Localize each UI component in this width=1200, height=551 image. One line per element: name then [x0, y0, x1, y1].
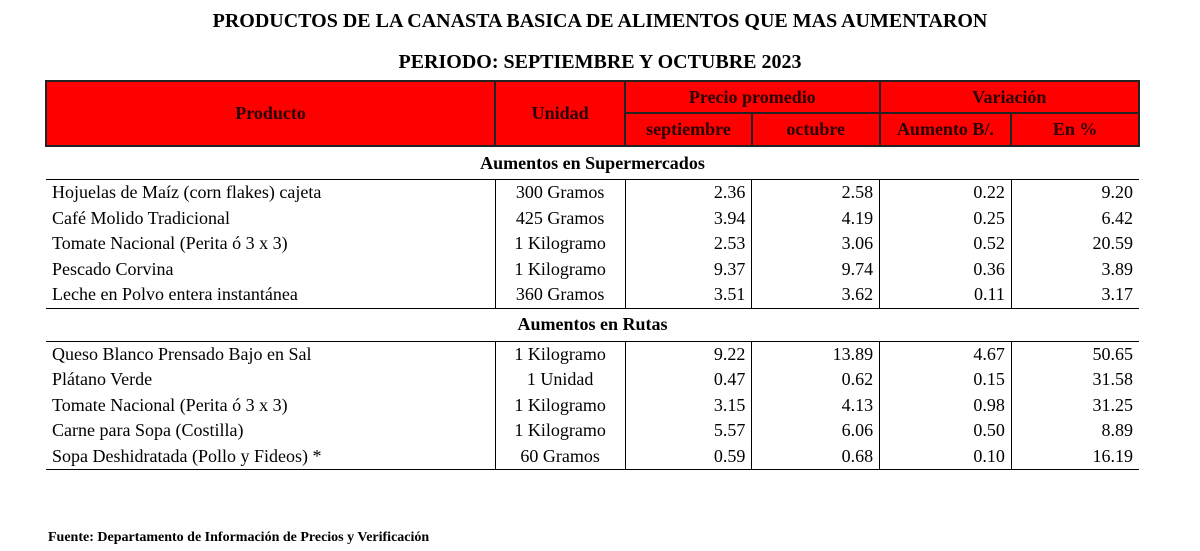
increase-amount-cell: 0.15 — [879, 367, 1012, 393]
unit-cell: 1 Kilogramo — [494, 418, 626, 444]
october-price-cell: 2.58 — [751, 179, 881, 206]
october-price-cell: 4.19 — [751, 205, 881, 231]
increase-percent-cell: 8.89 — [1010, 418, 1139, 444]
header-unidad: Unidad — [494, 80, 627, 147]
product-cell: Leche en Polvo entera instantánea — [46, 282, 496, 309]
product-cell: Hojuelas de Maíz (corn flakes) cajeta — [46, 179, 496, 206]
october-price-cell: 0.62 — [751, 367, 881, 393]
product-cell: Tomate Nacional (Perita ó 3 x 3) — [46, 392, 496, 418]
header-variacion: Variación — [878, 80, 1141, 114]
header-en-pct: En % — [1010, 112, 1140, 147]
table-row: Carne para Sopa (Costilla) 1 Kilogramo 5.5… — [46, 418, 1139, 444]
unit-cell: 300 Gramos — [494, 179, 626, 206]
report-period: PERIODO: SEPTIEMBRE Y OCTUBRE 2023 — [398, 51, 802, 73]
increase-amount-cell: 0.36 — [879, 256, 1012, 282]
header-septiembre: septiembre — [624, 112, 753, 147]
september-price-cell: 2.53 — [624, 231, 753, 257]
increase-amount-cell: 0.25 — [879, 205, 1012, 231]
unit-cell: 60 Gramos — [494, 443, 626, 470]
product-cell: Sopa Deshidratada (Pollo y Fideos) * — [46, 443, 496, 470]
september-price-cell: 9.22 — [624, 341, 753, 367]
section-header-row: Aumentos en Supermercados — [46, 146, 1139, 180]
increase-amount-cell: 0.50 — [879, 418, 1012, 444]
increase-amount-cell: 0.11 — [879, 282, 1012, 309]
october-price-cell: 3.06 — [751, 231, 881, 257]
table-row: Café Molido Tradicional 425 Gramos 3.94 4.1… — [46, 205, 1139, 231]
increase-amount-cell: 0.52 — [879, 231, 1012, 257]
table-row: Tomate Nacional (Perita ó 3 x 3) 1 Kilogr… — [46, 392, 1139, 418]
table-row: Sopa Deshidratada (Pollo y Fideos) * 60 G… — [46, 443, 1139, 470]
increase-percent-cell: 50.65 — [1010, 341, 1139, 367]
increase-amount-cell: 0.10 — [879, 443, 1012, 470]
increase-amount-cell: 0.22 — [879, 179, 1012, 206]
october-price-cell: 4.13 — [751, 392, 881, 418]
unit-cell: 1 Unidad — [494, 367, 626, 393]
increase-percent-cell: 3.17 — [1010, 282, 1139, 309]
september-price-cell: 0.59 — [624, 443, 753, 470]
product-cell: Tomate Nacional (Perita ó 3 x 3) — [46, 231, 496, 257]
october-price-cell: 9.74 — [751, 256, 881, 282]
unit-cell: 1 Kilogramo — [494, 256, 626, 282]
header-aumento: Aumento B/. — [878, 112, 1013, 147]
october-price-cell: 6.06 — [751, 418, 881, 444]
october-price-cell: 13.89 — [751, 341, 881, 367]
header-octubre: octubre — [750, 112, 881, 147]
table-row: Pescado Corvina 1 Kilogramo 9.37 9.74 0.36 3.… — [46, 256, 1139, 282]
increase-amount-cell: 4.67 — [879, 341, 1012, 367]
unit-cell: 1 Kilogramo — [494, 231, 626, 257]
increase-percent-cell: 16.19 — [1010, 443, 1139, 470]
report-title: PRODUCTOS DE LA CANASTA BASICA DE ALIMEN… — [212, 10, 988, 32]
september-price-cell: 3.15 — [624, 392, 753, 418]
september-price-cell: 0.47 — [624, 367, 753, 393]
header-producto: Producto — [44, 80, 497, 147]
unit-cell: 1 Kilogramo — [494, 341, 626, 367]
source-note: Fuente: Departamento de Información de P… — [48, 530, 430, 545]
increase-percent-cell: 3.89 — [1010, 256, 1139, 282]
increase-percent-cell: 6.42 — [1010, 205, 1139, 231]
table-row: Queso Blanco Prensado Bajo en Sal 1 Kilog… — [46, 341, 1139, 367]
section-header-row: Aumentos en Rutas — [46, 308, 1139, 342]
table-row: Leche en Polvo entera instantánea 360 Gra… — [46, 282, 1139, 309]
product-cell: Café Molido Tradicional — [46, 205, 496, 231]
product-cell: Carne para Sopa (Costilla) — [46, 418, 496, 444]
increase-percent-cell: 31.25 — [1010, 392, 1139, 418]
september-price-cell: 5.57 — [624, 418, 753, 444]
table-row: Hojuelas de Maíz (corn flakes) cajeta 300… — [46, 179, 1139, 206]
september-price-cell: 3.94 — [624, 205, 753, 231]
increase-percent-cell: 9.20 — [1010, 179, 1139, 206]
table-row: Tomate Nacional (Perita ó 3 x 3) 1 Kilogr… — [46, 231, 1139, 257]
increase-percent-cell: 20.59 — [1010, 231, 1139, 257]
section-label: Aumentos en Rutas — [46, 308, 1139, 342]
price-increase-table: Producto Unidad Precio promedio Variació… — [44, 80, 1141, 470]
product-cell: Plátano Verde — [46, 367, 496, 393]
unit-cell: 425 Gramos — [494, 205, 626, 231]
september-price-cell: 9.37 — [624, 256, 753, 282]
table-row: Plátano Verde 1 Unidad 0.47 0.62 0.15 31.58 — [46, 367, 1139, 393]
product-cell: Queso Blanco Prensado Bajo en Sal — [46, 341, 496, 367]
product-cell: Pescado Corvina — [46, 256, 496, 282]
september-price-cell: 3.51 — [624, 282, 753, 309]
section-label: Aumentos en Supermercados — [46, 146, 1139, 180]
increase-amount-cell: 0.98 — [879, 392, 1012, 418]
unit-cell: 1 Kilogramo — [494, 392, 626, 418]
september-price-cell: 2.36 — [624, 179, 753, 206]
header-precio-promedio: Precio promedio — [624, 80, 881, 114]
october-price-cell: 3.62 — [751, 282, 881, 309]
unit-cell: 360 Gramos — [494, 282, 626, 309]
increase-percent-cell: 31.58 — [1010, 367, 1139, 393]
october-price-cell: 0.68 — [751, 443, 881, 470]
